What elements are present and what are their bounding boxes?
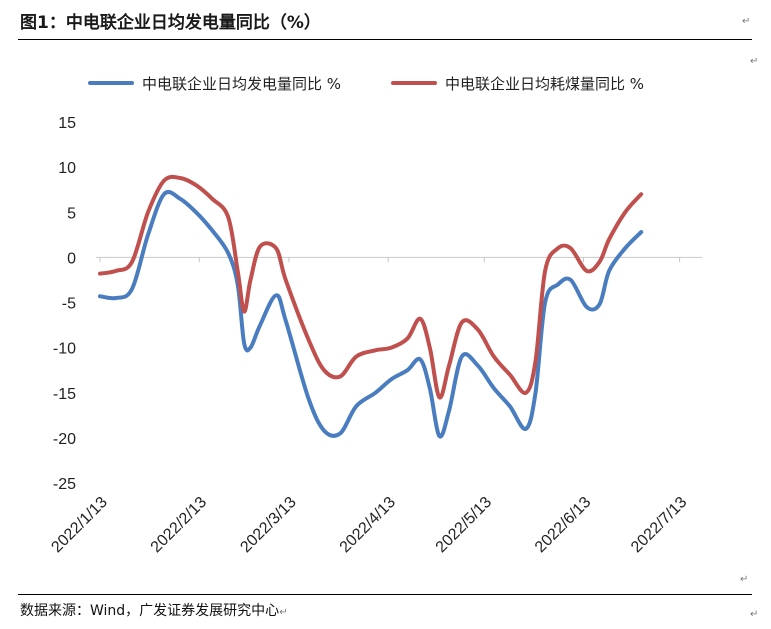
y-tick-label: 5	[67, 205, 76, 222]
paragraph-mark: ↵	[750, 609, 759, 620]
x-tick-label: 2022/4/13	[337, 494, 399, 556]
x-tick-label: 2022/7/13	[628, 494, 690, 556]
legend-label-1: 中电联企业日均发电量同比 %	[142, 75, 341, 93]
x-tick-label: 2022/3/13	[237, 494, 299, 556]
series-line-1	[98, 189, 644, 439]
chart-legend: 中电联企业日均发电量同比 % 中电联企业日均耗煤量同比 %	[88, 75, 644, 93]
y-tick-label: -5	[62, 296, 76, 313]
x-tick-label: 2022/2/13	[148, 494, 210, 556]
paragraph-mark: ↵	[279, 607, 288, 618]
x-tick-label: 2022/5/13	[433, 494, 495, 556]
y-tick-label: -25	[53, 476, 76, 493]
y-axis: 15 10 5 0 -5 -10 -15 -20 -25	[53, 115, 76, 493]
y-tick-label: 0	[67, 250, 76, 267]
source-note: 数据来源：Wind，广发证券发展研究中心↵	[20, 600, 288, 620]
y-tick-label: 15	[58, 115, 76, 132]
series-line-2	[98, 174, 644, 400]
y-tick-label: -15	[53, 386, 76, 403]
x-axis: 2022/1/13 2022/2/13 2022/3/13 2022/4/13 2022…	[48, 256, 702, 556]
legend-label-2: 中电联企业日均耗煤量同比 %	[445, 75, 644, 93]
paragraph-mark: ↵	[740, 574, 749, 585]
bottom-rule	[18, 594, 752, 595]
x-tick-label: 2022/6/13	[532, 494, 594, 556]
chart-series	[98, 174, 644, 439]
top-rule	[18, 39, 752, 40]
paragraph-mark: ↵	[750, 56, 759, 67]
x-tick-label: 2022/1/13	[48, 494, 110, 556]
figure-title: 图1：中电联企业日均发电量同比（%）	[20, 13, 321, 33]
y-tick-label: -10	[53, 341, 76, 358]
y-tick-label: -20	[53, 431, 76, 448]
y-tick-label: 10	[58, 160, 76, 177]
paragraph-mark: ↵	[742, 16, 751, 27]
source-text: 数据来源：Wind，广发证券发展研究中心	[20, 603, 280, 619]
line-chart: 中电联企业日均发电量同比 % 中电联企业日均耗煤量同比 % 15 10 5 0 -5 -10…	[48, 75, 702, 556]
